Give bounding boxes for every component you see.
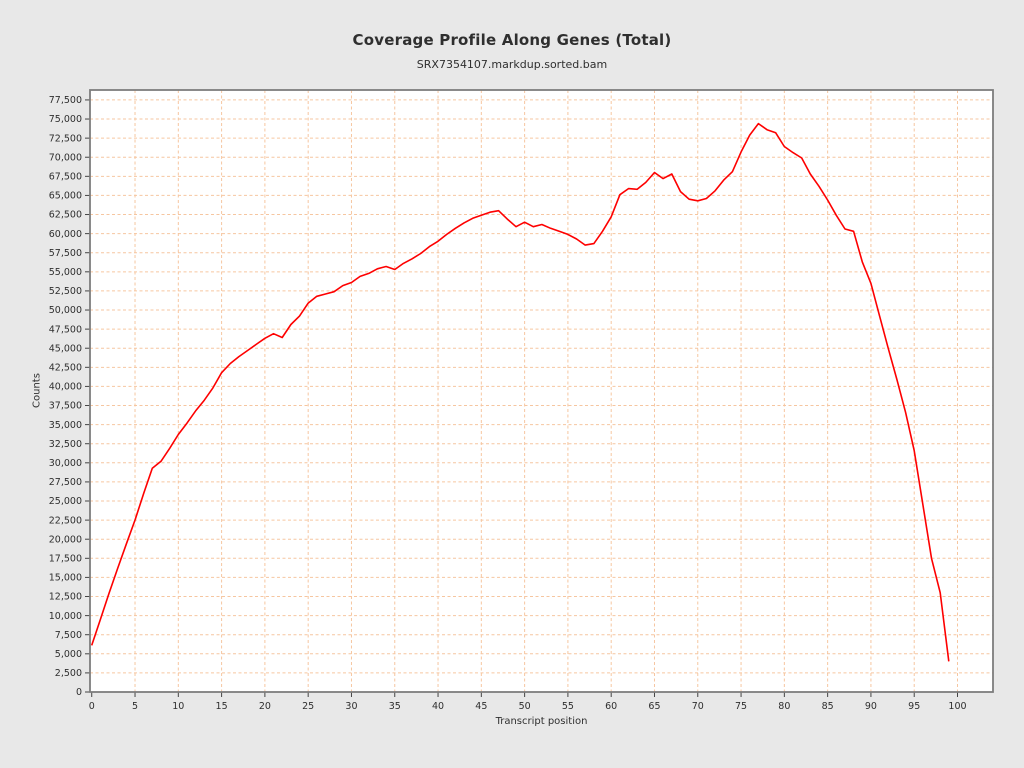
svg-text:25,000: 25,000 [49,496,82,507]
svg-text:57,500: 57,500 [49,248,82,259]
y-tick-labels: 0 2,500 5,000 7,500 10,000 12,500 15,000 17,500… [49,95,82,698]
svg-text:100: 100 [948,701,966,712]
plot-border [89,89,994,693]
svg-text:5: 5 [132,701,138,712]
svg-text:90: 90 [865,701,877,712]
svg-text:17,500: 17,500 [49,554,82,565]
svg-text:67,500: 67,500 [49,172,82,183]
svg-text:65: 65 [648,701,660,712]
svg-text:25: 25 [302,701,314,712]
svg-text:72,500: 72,500 [49,133,82,144]
svg-text:55: 55 [562,701,574,712]
chart-subtitle: SRX7354107.markdup.sorted.bam [416,58,608,71]
svg-text:32,500: 32,500 [49,439,82,450]
svg-text:22,500: 22,500 [49,515,82,526]
svg-text:95: 95 [908,701,920,712]
svg-text:12,500: 12,500 [49,592,82,603]
svg-text:35: 35 [389,701,401,712]
svg-text:70,000: 70,000 [49,152,82,163]
svg-text:80: 80 [778,701,790,712]
svg-text:50,000: 50,000 [49,305,82,316]
coverage-line [90,122,950,662]
svg-text:0: 0 [89,701,95,712]
chart-title: Coverage Profile Along Genes (Total) [352,31,672,49]
svg-text:55,000: 55,000 [49,267,82,278]
svg-text:0: 0 [76,687,82,698]
svg-text:10: 10 [172,701,184,712]
svg-text:30: 30 [345,701,357,712]
svg-text:20,000: 20,000 [49,534,82,545]
y-axis-label: Counts [31,373,43,408]
svg-text:20: 20 [259,701,271,712]
svg-text:65,000: 65,000 [49,191,82,202]
svg-text:40: 40 [432,701,444,712]
svg-text:37,500: 37,500 [49,401,82,412]
svg-text:52,500: 52,500 [49,286,82,297]
svg-text:75: 75 [735,701,747,712]
svg-text:60,000: 60,000 [49,229,82,240]
svg-text:7,500: 7,500 [55,630,82,641]
svg-text:35,000: 35,000 [49,420,82,431]
svg-text:30,000: 30,000 [49,458,82,469]
svg-text:75,000: 75,000 [49,114,82,125]
svg-text:45,000: 45,000 [49,343,82,354]
svg-text:47,500: 47,500 [49,324,82,335]
svg-text:5,000: 5,000 [55,649,82,660]
svg-text:77,500: 77,500 [49,95,82,106]
svg-text:70: 70 [692,701,704,712]
x-tick-labels: 0 5 10 15 20 25 30 35 40 45 50 55 60 65 70 75 80 85 90 95 10… [89,701,967,712]
svg-text:45: 45 [475,701,487,712]
svg-text:42,500: 42,500 [49,363,82,374]
svg-text:85: 85 [822,701,834,712]
svg-text:62,500: 62,500 [49,210,82,221]
gridlines [90,90,993,692]
svg-text:15,000: 15,000 [49,573,82,584]
plot-area [90,90,993,692]
svg-text:15: 15 [216,701,228,712]
svg-text:50: 50 [519,701,531,712]
x-axis-label: Transcript position [495,716,588,727]
svg-text:2,500: 2,500 [55,668,82,679]
svg-text:40,000: 40,000 [49,382,82,393]
svg-text:27,500: 27,500 [49,477,82,488]
svg-text:60: 60 [605,701,617,712]
svg-text:10,000: 10,000 [49,611,82,622]
